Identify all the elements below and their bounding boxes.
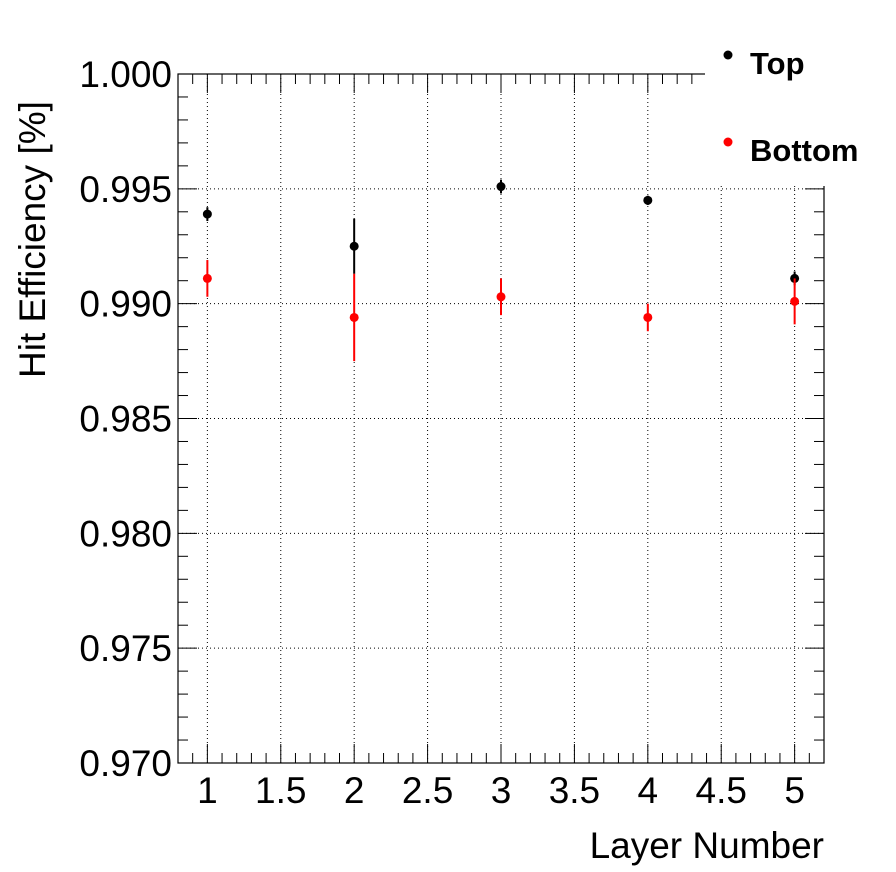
y-tick-label: 0.995 bbox=[79, 169, 172, 210]
axis-ticks bbox=[177, 73, 825, 764]
y-tick-label: 1.000 bbox=[79, 54, 172, 95]
data-point-bottom bbox=[643, 312, 653, 322]
legend-marker-bottom bbox=[723, 137, 733, 147]
legend: Top Bottom bbox=[705, 40, 896, 186]
plot-frame bbox=[177, 73, 825, 764]
grid-lines bbox=[178, 74, 824, 763]
x-tick-label: 1 bbox=[197, 770, 218, 811]
x-tick-label: 5 bbox=[784, 770, 805, 811]
legend-box bbox=[705, 40, 896, 186]
x-tick-labels: 1 1.5 2 2.5 3 3.5 4 4.5 5 bbox=[197, 770, 805, 811]
legend-label-bottom: Bottom bbox=[750, 133, 858, 168]
y-tick-label: 0.980 bbox=[79, 513, 172, 554]
y-tick-labels: 0.970 0.975 0.980 0.985 0.990 0.995 1.000 bbox=[79, 54, 172, 784]
y-tick-label: 0.990 bbox=[79, 284, 172, 325]
x-tick-label: 3 bbox=[491, 770, 512, 811]
data-point-bottom bbox=[790, 296, 800, 306]
x-tick-label: 3.5 bbox=[549, 770, 600, 811]
data-points bbox=[202, 179, 800, 362]
x-tick-label: 2 bbox=[344, 770, 365, 811]
x-tick-label: 1.5 bbox=[255, 770, 306, 811]
data-point-top bbox=[349, 241, 359, 251]
x-tick-label: 4.5 bbox=[696, 770, 747, 811]
data-point-top bbox=[643, 195, 653, 205]
x-tick-label: 4 bbox=[638, 770, 659, 811]
y-tick-label: 0.970 bbox=[79, 743, 172, 784]
y-tick-label: 0.975 bbox=[79, 628, 172, 669]
data-point-bottom bbox=[202, 273, 212, 283]
x-axis-title: Layer Number bbox=[590, 825, 824, 866]
x-tick-label: 2.5 bbox=[402, 770, 453, 811]
data-point-top bbox=[496, 182, 506, 192]
legend-marker-top bbox=[723, 50, 733, 60]
legend-label-top: Top bbox=[750, 46, 805, 81]
y-tick-label: 0.985 bbox=[79, 399, 172, 440]
data-point-bottom bbox=[496, 292, 506, 302]
y-axis-title: Hit Efficiency [%] bbox=[12, 101, 53, 378]
data-point-top bbox=[202, 209, 212, 219]
data-point-bottom bbox=[349, 312, 359, 322]
